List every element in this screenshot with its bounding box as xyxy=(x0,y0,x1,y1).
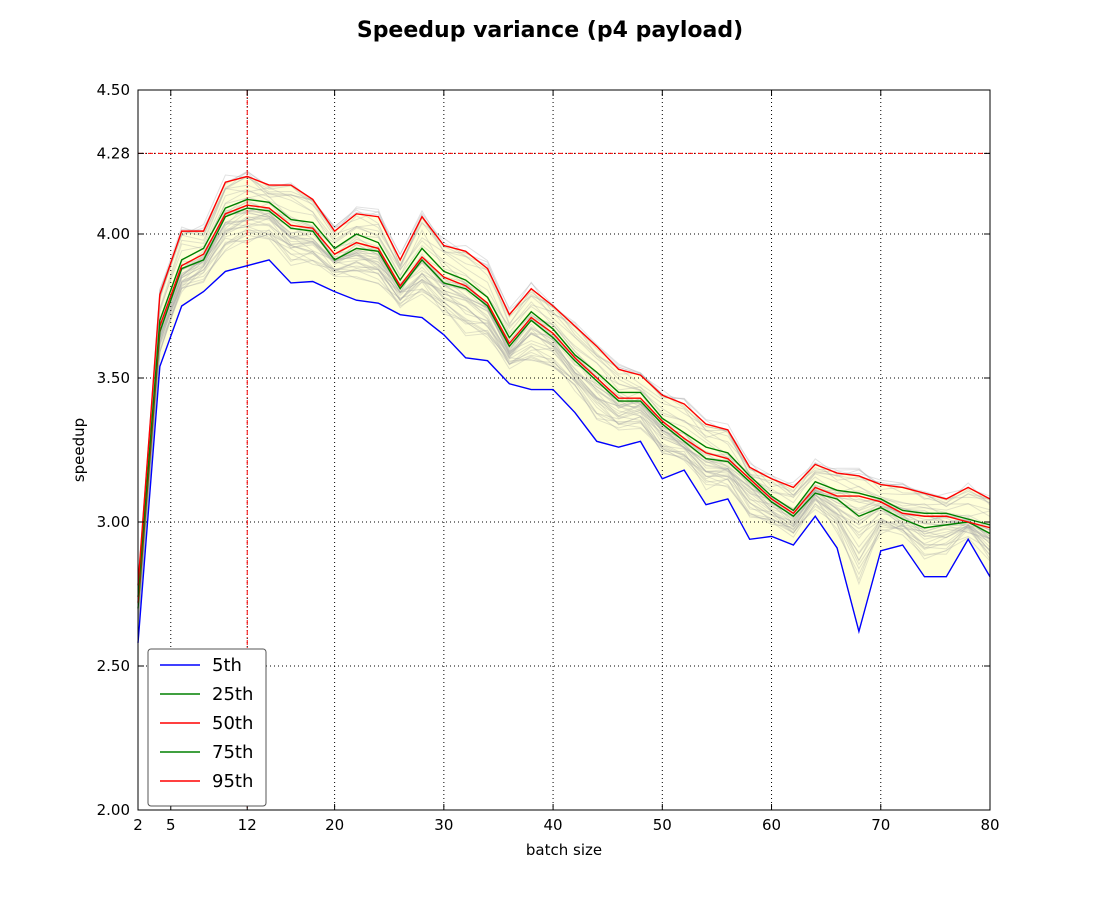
x-tick-label: 30 xyxy=(434,816,453,834)
individual-run-line xyxy=(137,231,991,625)
individual-run-line xyxy=(137,225,991,616)
individual-run-line xyxy=(137,228,991,622)
individual-run-line xyxy=(137,234,991,628)
individual-run-line xyxy=(137,184,991,587)
legend-label-50th: 50th xyxy=(212,713,253,734)
y-tick-label: 2.50 xyxy=(97,657,130,675)
legend-label-5th: 5th xyxy=(212,655,242,676)
x-tick-label: 70 xyxy=(871,816,890,834)
series-line-25th xyxy=(137,207,991,609)
individual-run-line xyxy=(137,188,991,597)
legend-label-75th: 75th xyxy=(212,742,253,763)
legend-label-25th: 25th xyxy=(212,684,253,705)
percentile-band xyxy=(138,176,990,643)
y-axis-label: speedup xyxy=(70,418,88,482)
x-tick-label: 40 xyxy=(544,816,563,834)
individual-run-line xyxy=(137,213,991,616)
individual-run-line xyxy=(137,229,991,620)
series-line-95th xyxy=(137,175,991,586)
x-tick-label: 5 xyxy=(166,816,176,834)
legend-box xyxy=(147,648,267,807)
individual-run-line xyxy=(137,233,991,630)
individual-run-line xyxy=(137,218,991,610)
individual-run-line xyxy=(137,171,991,585)
plot-area: 2 5 12 20 30 40 50 60 70 80 2.00 2.50 3.00 3.50 4.00 4.… xyxy=(97,81,1000,834)
series-line-75th xyxy=(137,198,991,597)
individual-run-line xyxy=(137,212,991,616)
y-tick-label: 3.50 xyxy=(97,369,130,387)
individual-run-line xyxy=(137,211,991,614)
individual-run-line xyxy=(137,175,991,584)
x-tick-label: 60 xyxy=(762,816,781,834)
legend: 5th 25th 50th 75th 95th xyxy=(147,648,267,807)
individual-run-line xyxy=(137,230,991,625)
individual-run-line xyxy=(137,223,991,613)
chart-title: Speedup variance (p4 payload) xyxy=(357,18,743,43)
x-tick-label: 2 xyxy=(133,816,143,834)
individual-run-line xyxy=(137,217,991,608)
individual-run-line xyxy=(137,216,991,616)
y-tick-label: 2.00 xyxy=(97,801,130,819)
individual-run-line xyxy=(137,211,991,609)
series-line-50th xyxy=(137,204,991,603)
x-axis-label: batch size xyxy=(526,841,602,859)
individual-run-line xyxy=(137,222,991,619)
legend-label-95th: 95th xyxy=(212,771,253,792)
x-tick-label: 50 xyxy=(653,816,672,834)
individual-run-line xyxy=(137,210,991,615)
individual-run-line xyxy=(137,192,991,593)
x-tick-label: 20 xyxy=(325,816,344,834)
individual-run-line xyxy=(137,176,991,588)
individual-run-line xyxy=(137,170,991,580)
x-tick-label: 80 xyxy=(980,816,999,834)
y-tick-label: 4.50 xyxy=(97,81,130,99)
y-tick-label: 4.00 xyxy=(97,225,130,243)
individual-run-line xyxy=(137,202,991,603)
series-line-5th xyxy=(137,259,991,644)
individual-run-line xyxy=(137,187,991,598)
y-tick-label: 3.00 xyxy=(97,513,130,531)
individual-run-line xyxy=(137,196,991,601)
individual-run-line xyxy=(137,200,991,609)
y-tick-label: 4.28 xyxy=(97,144,130,162)
individual-run-line xyxy=(137,231,991,625)
plot-frame xyxy=(137,89,991,811)
x-tick-label: 12 xyxy=(238,816,257,834)
individual-run-line xyxy=(137,233,991,626)
